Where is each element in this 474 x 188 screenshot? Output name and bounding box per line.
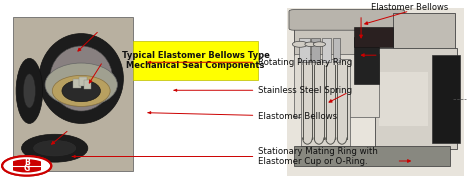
Bar bbox=[375, 49, 457, 149]
Bar bbox=[299, 38, 310, 62]
Ellipse shape bbox=[52, 75, 110, 106]
Circle shape bbox=[2, 156, 51, 176]
Ellipse shape bbox=[50, 46, 112, 111]
Text: Stationary Mating Ring with
Elastomer Cup or O-Ring.: Stationary Mating Ring with Elastomer Cu… bbox=[72, 147, 378, 166]
Bar bbox=[84, 80, 91, 89]
Bar bbox=[354, 27, 393, 47]
Bar bbox=[294, 54, 379, 117]
Text: B: B bbox=[24, 158, 29, 167]
Circle shape bbox=[305, 42, 316, 46]
Ellipse shape bbox=[62, 80, 100, 102]
Ellipse shape bbox=[21, 134, 88, 162]
Text: Elastomer Bellows: Elastomer Bellows bbox=[371, 4, 448, 12]
Text: Elastomer Bellows: Elastomer Bellows bbox=[147, 112, 337, 121]
Ellipse shape bbox=[45, 63, 118, 106]
Bar bbox=[12, 17, 133, 171]
Ellipse shape bbox=[34, 140, 76, 156]
Ellipse shape bbox=[23, 74, 36, 108]
Bar bbox=[432, 55, 460, 143]
Bar bbox=[12, 159, 41, 173]
Circle shape bbox=[313, 42, 326, 47]
Bar bbox=[73, 79, 81, 88]
Bar bbox=[301, 58, 350, 146]
Bar bbox=[311, 38, 320, 62]
Ellipse shape bbox=[39, 34, 123, 124]
Bar bbox=[354, 37, 379, 84]
Ellipse shape bbox=[16, 58, 43, 124]
Text: G: G bbox=[24, 164, 30, 173]
Bar bbox=[294, 146, 450, 166]
Text: Typical Elastomer Bellows Type
Mechanical Seal Components: Typical Elastomer Bellows Type Mechanica… bbox=[122, 51, 270, 70]
Text: Rotating Primary Ring: Rotating Primary Ring bbox=[147, 58, 353, 67]
Bar bbox=[294, 15, 421, 55]
Bar bbox=[80, 77, 87, 86]
Bar bbox=[287, 8, 464, 176]
Circle shape bbox=[292, 41, 308, 47]
Text: Stainless Steel Spring: Stainless Steel Spring bbox=[173, 86, 352, 95]
FancyBboxPatch shape bbox=[289, 10, 405, 30]
Bar bbox=[379, 72, 428, 126]
FancyBboxPatch shape bbox=[133, 41, 258, 80]
Bar bbox=[322, 38, 331, 62]
Bar bbox=[333, 38, 340, 62]
Bar bbox=[393, 13, 455, 84]
